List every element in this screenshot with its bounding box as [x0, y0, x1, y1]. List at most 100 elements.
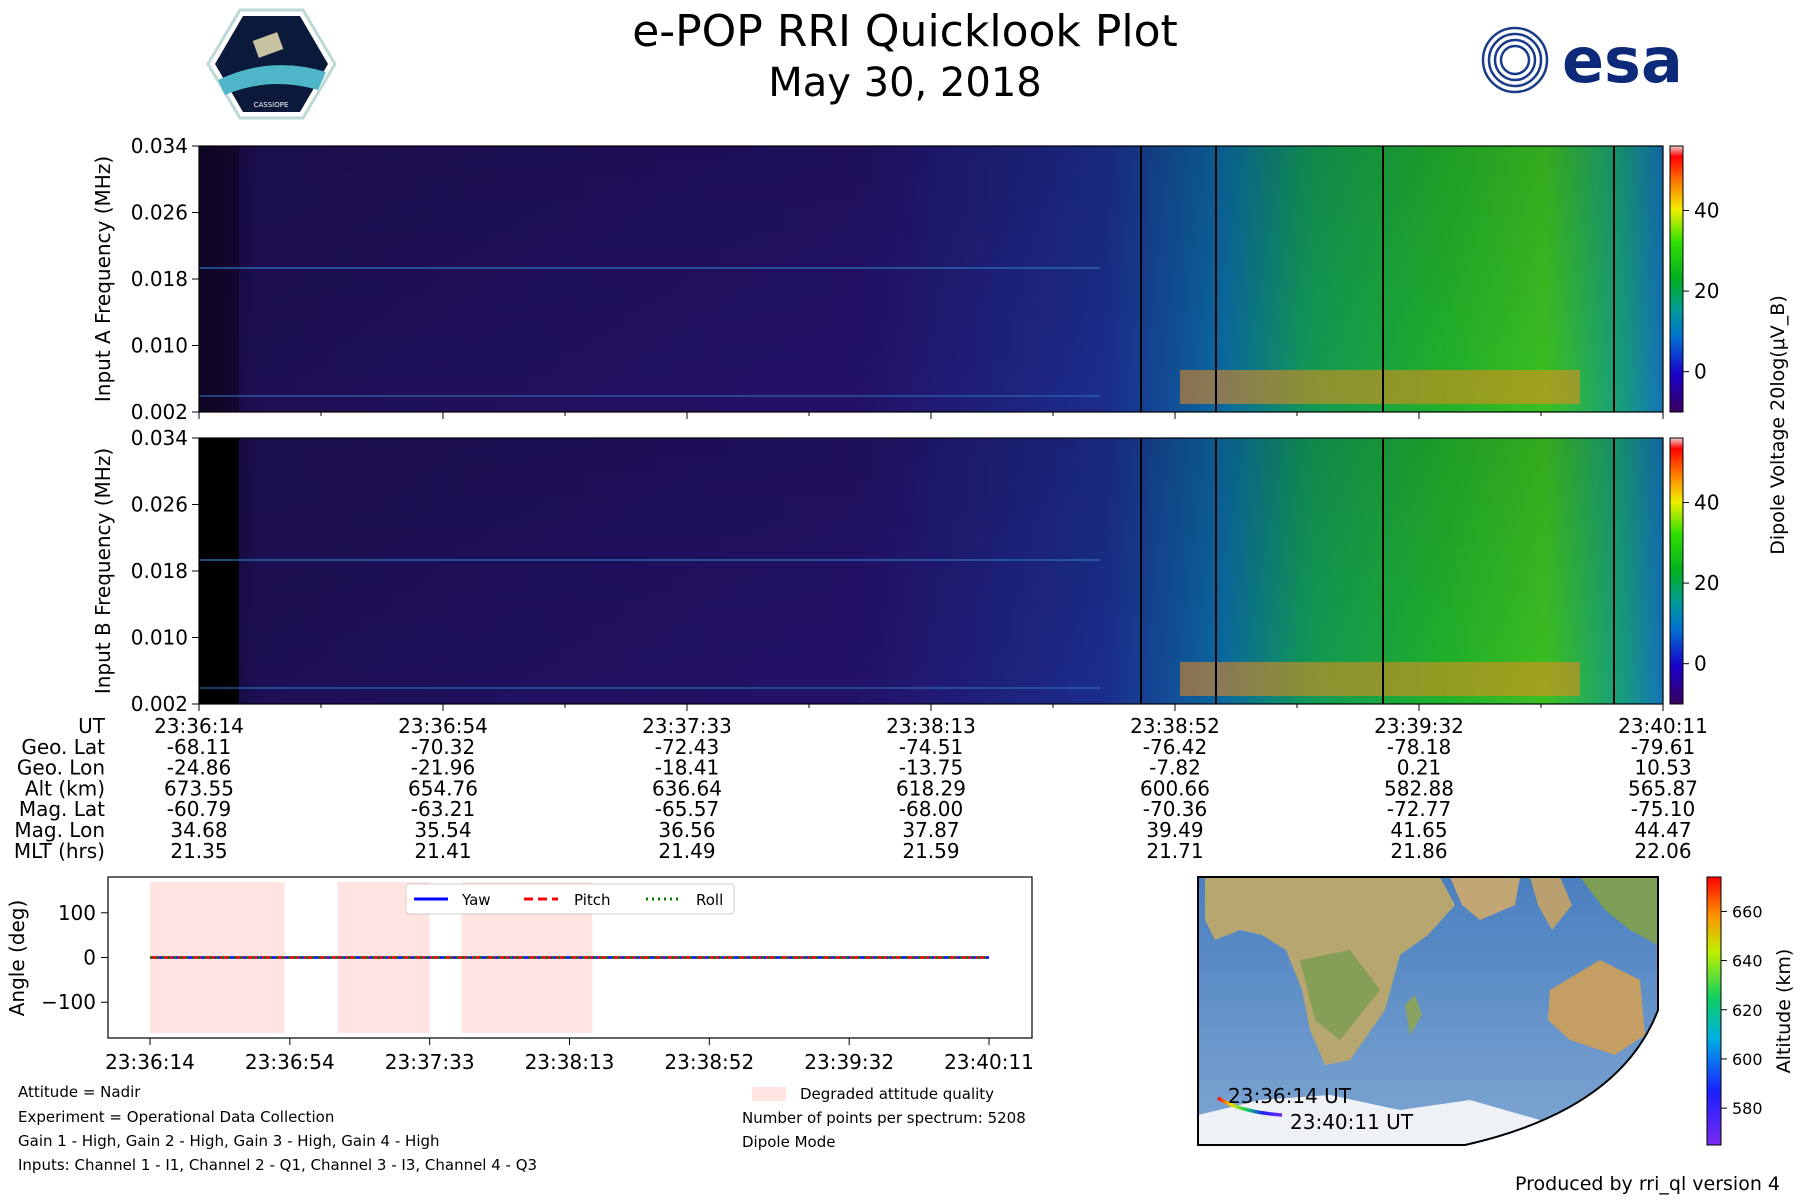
- colorbar-label: Dipole Voltage 20log(μV_B): [1767, 295, 1789, 555]
- ephemeris-cell: 21.41: [414, 839, 471, 863]
- ephemeris-cell: -24.86: [167, 756, 231, 780]
- cassiope-logo-text: CASSIOPE: [254, 101, 289, 109]
- ephemeris-cell: -63.21: [411, 797, 475, 821]
- ephemeris-cell: -7.82: [1149, 756, 1201, 780]
- ephemeris-cell: -65.57: [655, 797, 719, 821]
- ephemeris-cell: 35.54: [414, 818, 471, 842]
- ephemeris-cell: 23:39:32: [1374, 714, 1464, 738]
- altitude-colorbar-label: Altitude (km): [1773, 949, 1795, 1074]
- esa-swirl-icon: [1481, 26, 1549, 94]
- ephemeris-cell: 636.64: [652, 776, 722, 800]
- spectrogram-b-ytick-label: 0.034: [131, 426, 188, 450]
- spectrogram-b-low-band: [1180, 662, 1580, 696]
- colorbar-a-tick-label: 0: [1694, 360, 1707, 384]
- ephemeris-row-label: Geo. Lat: [21, 735, 105, 759]
- attitude-xtick-label: 23:36:14: [105, 1050, 195, 1074]
- altitude-colorbar-tick-label: 600: [1732, 1050, 1763, 1069]
- attitude-plot: 100 0 −100 23:36:14 23:36:54 23:37:33 23:38:1…: [5, 876, 1034, 1074]
- info-right: Degraded attitude quality Number of poin…: [742, 1085, 1026, 1151]
- page-title: e-POP RRI Quicklook Plot: [632, 6, 1178, 57]
- colorbar-a-tick-label: 20: [1694, 279, 1719, 303]
- ephemeris-cell: 44.47: [1634, 818, 1691, 842]
- attitude-xtick-label: 23:40:11: [944, 1050, 1034, 1074]
- ephemeris-table: UT 23:36:14 23:36:54 23:37:33 23:38:13 23:38:…: [14, 714, 1708, 863]
- altitude-colorbar-tick-label: 660: [1732, 902, 1763, 921]
- cassiope-logo: CASSIOPE: [206, 8, 337, 120]
- ephemeris-row-label: Alt (km): [25, 776, 105, 800]
- spectrogram-b-ytick-label: 0.010: [131, 626, 188, 650]
- ephemeris-row-label: Mag. Lat: [19, 797, 105, 821]
- madagascar-land: [1405, 995, 1422, 1035]
- ephemeris-cell: 600.66: [1140, 776, 1210, 800]
- ephemeris-cell: 21.49: [658, 839, 715, 863]
- attitude-x-axis: 23:36:14 23:36:54 23:37:33 23:38:13 23:38:52…: [105, 1038, 1034, 1074]
- colorbar-a-tick-label: 40: [1694, 198, 1719, 222]
- legend-pitch: Pitch: [574, 891, 611, 909]
- attitude-xtick-label: 23:39:32: [804, 1050, 894, 1074]
- attitude-ylabel: Angle (deg): [5, 900, 29, 1017]
- altitude-colorbar-tick-label: 620: [1732, 1001, 1763, 1020]
- colorbar-b-tick-label: 20: [1694, 571, 1719, 595]
- spectrogram-a-low-band: [1180, 370, 1580, 404]
- ephemeris-row-label: UT: [78, 714, 106, 738]
- colorbar-b-tick-label: 0: [1694, 652, 1707, 676]
- spectrogram-b-ytick-label: 0.026: [131, 493, 188, 517]
- track-end-label: 23:40:11 UT: [1290, 1110, 1414, 1134]
- legend-yaw: Yaw: [461, 891, 491, 909]
- ephemeris-cell: 36.56: [658, 818, 715, 842]
- australia-land: [1548, 960, 1645, 1055]
- spectrogram-b-ytick-label: 0.002: [131, 692, 188, 716]
- ephemeris-cell: -74.51: [899, 735, 963, 759]
- india-land: [1530, 877, 1572, 930]
- attitude-xtick-label: 23:38:13: [525, 1050, 615, 1074]
- ephemeris-cell: 10.53: [1634, 756, 1691, 780]
- altitude-colorbar: 580 600 620 640 660 Altitude (km): [1706, 876, 1795, 1146]
- ephemeris-cell: 582.88: [1384, 776, 1454, 800]
- ephemeris-cell: -72.77: [1387, 797, 1451, 821]
- ephemeris-cell: 0.21: [1397, 756, 1442, 780]
- ephemeris-cell: 565.87: [1628, 776, 1698, 800]
- ephemeris-cell: 23:38:13: [886, 714, 976, 738]
- ephemeris-cell: 21.71: [1146, 839, 1203, 863]
- satellite-icon: [252, 32, 284, 58]
- attitude-xtick-label: 23:37:33: [385, 1050, 475, 1074]
- spectrogram-b-y-axis: 0.002 0.010 0.018 0.026 0.034: [131, 426, 199, 716]
- ephemeris-cell: -68.00: [899, 797, 963, 821]
- ephemeris-cell: 618.29: [896, 776, 966, 800]
- page-subtitle: May 30, 2018: [768, 60, 1042, 106]
- colorbar-b: 0 20 40: [1669, 437, 1719, 705]
- ephemeris-cell: -68.11: [167, 735, 231, 759]
- spectrogram-a-ytick-label: 0.034: [131, 134, 188, 158]
- attitude-legend: Yaw Pitch Roll: [405, 883, 735, 915]
- ephemeris-cell: -76.42: [1143, 735, 1207, 759]
- ephemeris-cell: -70.32: [411, 735, 475, 759]
- colorbar-b-tick-label: 40: [1694, 490, 1719, 514]
- colorbar-a: 0 20 40: [1669, 145, 1719, 413]
- altitude-colorbar-tick-label: 580: [1732, 1099, 1763, 1118]
- info-attitude: Attitude = Nadir: [18, 1083, 141, 1101]
- spectrogram-b-ytick-label: 0.018: [131, 559, 188, 583]
- legend-roll: Roll: [696, 891, 723, 909]
- asia-land: [1580, 877, 1658, 945]
- info-experiment: Experiment = Operational Data Collection: [18, 1108, 334, 1126]
- spectrogram-x-ticks: [198, 412, 1664, 711]
- ephemeris-cell: -21.96: [411, 756, 475, 780]
- ground-track-map: 23:36:14 UT 23:40:11 UT: [1197, 876, 1659, 1146]
- ground-track: [1217, 1096, 1283, 1117]
- degraded-legend-swatch: [752, 1087, 786, 1101]
- altitude-colorbar-tick-label: 640: [1732, 952, 1763, 971]
- spectrogram-b: 0.002 0.010 0.018 0.026 0.034 Input B Freque…: [91, 412, 1664, 716]
- ephemeris-cell: -75.10: [1631, 797, 1695, 821]
- ephemeris-cell: -78.18: [1387, 735, 1451, 759]
- attitude-ytick-label: 0: [83, 946, 96, 970]
- ephemeris-cell: 23:36:54: [398, 714, 488, 738]
- ephemeris-cell: 654.76: [408, 776, 478, 800]
- ephemeris-cell: -18.41: [655, 756, 719, 780]
- ephemeris-row-label: Geo. Lon: [17, 756, 105, 780]
- attitude-xtick-label: 23:36:54: [245, 1050, 335, 1074]
- ephemeris-cell: -60.79: [167, 797, 231, 821]
- attitude-y-axis: 100 0 −100: [41, 901, 108, 1014]
- spectrogram-a-ytick-label: 0.018: [131, 267, 188, 291]
- spectrogram-a-y-axis: 0.002 0.010 0.018 0.026 0.034: [131, 134, 199, 424]
- ephemeris-cell: 673.55: [164, 776, 234, 800]
